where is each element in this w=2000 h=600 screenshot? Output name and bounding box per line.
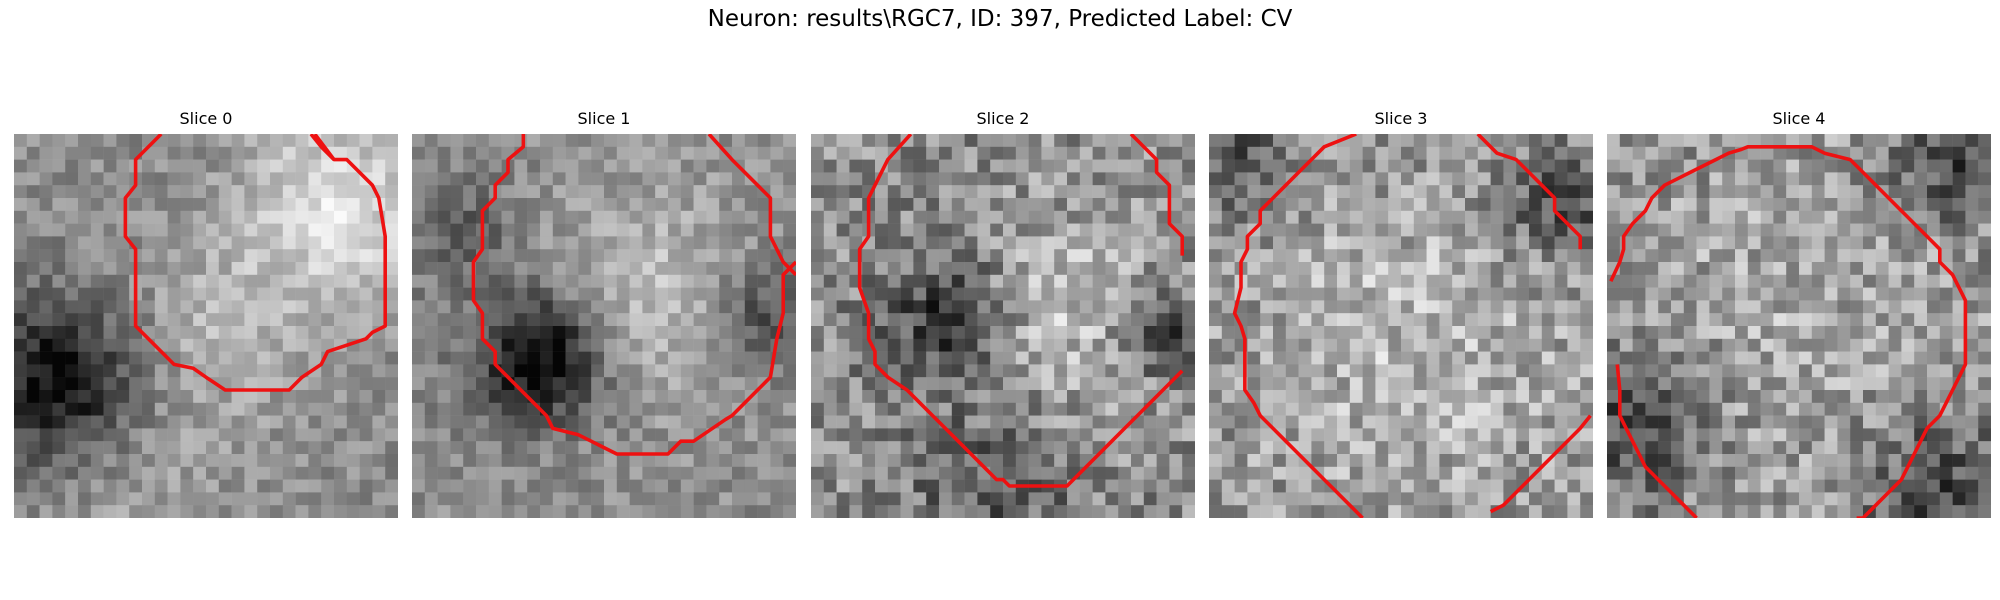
segmentation-contour-0: [123, 134, 387, 392]
slice-title-4: Slice 4: [1772, 109, 1826, 128]
segmentation-contour-3a: [1232, 134, 1364, 518]
slice-title-1: Slice 1: [577, 109, 631, 128]
slice-panel-3: Slice 3: [1209, 108, 1593, 518]
slice-panel-2: Slice 2: [811, 108, 1195, 518]
segmentation-contour-4b: [1615, 364, 1698, 518]
slice-title-3: Slice 3: [1374, 109, 1428, 128]
segmentation-contour-1b: [707, 134, 796, 277]
segmentation-contour-2a: [857, 134, 1184, 488]
slice-image-1: [412, 134, 796, 518]
segmentation-contour-3c: [1489, 414, 1592, 514]
slice-image-3: [1209, 134, 1593, 518]
slice-image-4: [1607, 134, 1991, 518]
slice-title-0: Slice 0: [179, 109, 233, 128]
slice-title-2: Slice 2: [976, 109, 1030, 128]
slice-panel-0: Slice 0: [14, 108, 398, 518]
segmentation-contour-1a: [471, 134, 796, 456]
slice-panel-4: Slice 4: [1607, 108, 1991, 518]
slice-image-2: [811, 134, 1195, 518]
segmentation-contour-4a: [1609, 145, 1968, 518]
segmentation-contour-3b: [1476, 134, 1582, 250]
figure-title: Neuron: results\RGC7, ID: 397, Predicted…: [707, 6, 1293, 32]
slice-image-0: [14, 134, 398, 518]
segmentation-contour-2b: [1129, 134, 1184, 256]
slice-panel-1: Slice 1: [412, 108, 796, 518]
segmentation-contour-0b: [309, 134, 336, 161]
